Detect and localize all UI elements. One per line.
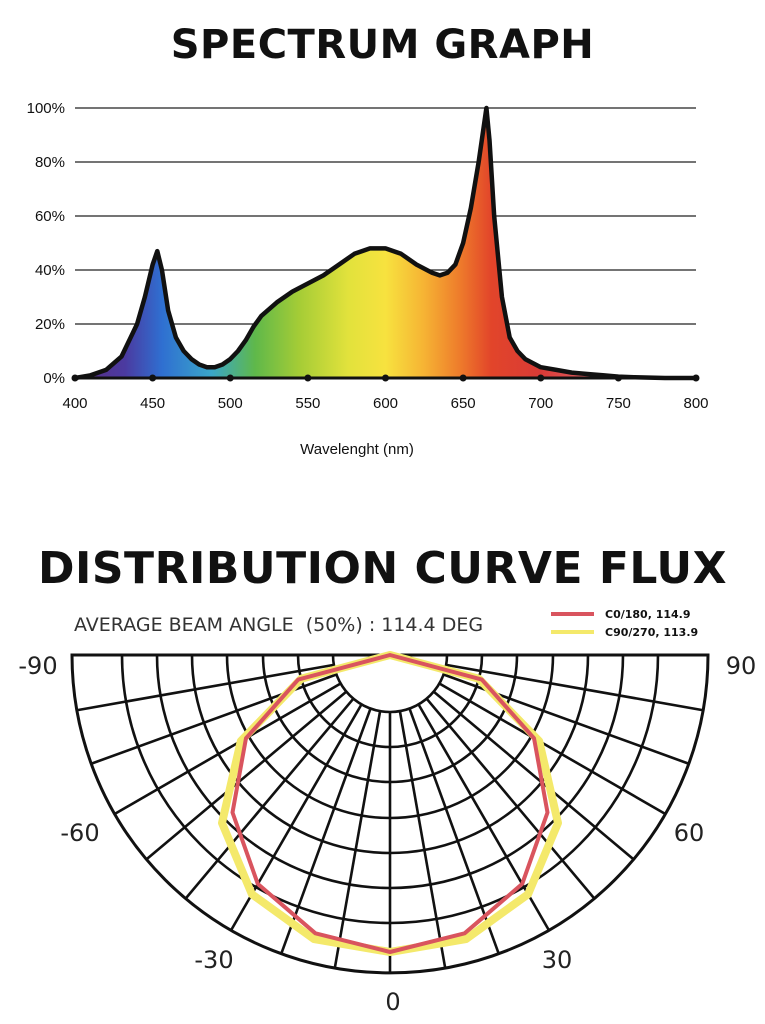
spectrum-y-tick: 60% xyxy=(35,208,65,225)
spectrum-fill xyxy=(75,108,696,378)
spectrum-x-tick: 700 xyxy=(528,395,553,412)
polar-spoke xyxy=(438,682,667,816)
polar-spoke xyxy=(445,663,704,712)
polar-spoke xyxy=(333,710,382,969)
spectrum-x-tick: 550 xyxy=(295,395,320,412)
polar-spoke xyxy=(425,697,596,900)
spectrum-y-tick: 20% xyxy=(35,316,65,333)
spectrum-x-tick-dot xyxy=(459,374,467,382)
spectrum-y-tick: 0% xyxy=(43,370,65,387)
spectrum-area xyxy=(74,105,696,381)
polar-angle-label: -90 xyxy=(18,652,57,680)
spectrum-y-ticks: 0% 20% 40% 60% 80% 100% xyxy=(27,100,65,387)
beam-angle-subtitle: AVERAGE BEAM ANGLE (50%) : 114.4 DEG xyxy=(74,614,483,636)
polar-spoke xyxy=(408,708,500,955)
polar-series-c0-180 xyxy=(230,653,550,954)
spectrum-grid xyxy=(75,107,696,325)
spectrum-x-tick: 400 xyxy=(62,395,87,412)
polar-spoke xyxy=(113,682,342,816)
spectrum-title: SPECTRUM GRAPH xyxy=(170,22,595,68)
spectrum-x-tick-dot xyxy=(226,374,234,382)
polar-ring xyxy=(331,654,449,714)
spectrum-x-tick: 600 xyxy=(373,395,398,412)
legend-label: C90/270, 113.9 xyxy=(605,626,698,639)
distribution-legend: C0/180, 114.9 C90/270, 113.9 xyxy=(551,608,698,639)
polar-angle-label: 0 xyxy=(385,988,400,1016)
distribution-title: DISTRIBUTION CURVE FLUX xyxy=(37,543,728,594)
distribution-chart: AVERAGE BEAM ANGLE (50%) : 114.4 DEG C0/… xyxy=(18,608,756,1016)
polar-angle-label: 90 xyxy=(726,652,757,680)
spectrum-y-tick: 80% xyxy=(35,154,65,171)
spectrum-line xyxy=(74,105,696,381)
spectrum-x-tick-dot xyxy=(71,374,79,382)
polar-angle-label: -60 xyxy=(60,819,99,847)
polar-angle-label: -30 xyxy=(194,946,233,974)
spectrum-y-tick: 100% xyxy=(27,100,65,117)
polar-angle-labels: -90 -60 -30 0 30 60 90 xyxy=(18,652,756,1016)
legend-label: C0/180, 114.9 xyxy=(605,608,691,621)
polar-angle-label: 60 xyxy=(674,819,705,847)
spectrum-y-tick: 40% xyxy=(35,262,65,279)
spectrum-x-ticks: 400 450 500 550 600 650 700 750 800 xyxy=(62,374,709,412)
polar-angle-label: 30 xyxy=(542,946,573,974)
spectrum-x-tick-dot xyxy=(304,374,312,382)
polar-series xyxy=(218,651,562,956)
spectrum-x-tick-dot xyxy=(692,374,700,382)
spectrum-x-tick: 650 xyxy=(451,395,476,412)
spectrum-x-tick-dot xyxy=(149,374,157,382)
spectrum-x-tick: 450 xyxy=(140,395,165,412)
spectrum-chart: 0% 20% 40% 60% 80% 100% 400 450 500 550 600 650 700… xyxy=(27,100,709,458)
spectrum-x-tick-dot xyxy=(537,374,545,382)
spectrum-x-label: Wavelenght (nm) xyxy=(300,441,414,458)
polar-spoke xyxy=(280,708,372,955)
polar-spoke xyxy=(76,663,335,712)
spectrum-x-tick: 500 xyxy=(218,395,243,412)
spectrum-x-tick: 800 xyxy=(683,395,708,412)
spectrum-x-tick: 750 xyxy=(606,395,631,412)
polar-spoke xyxy=(184,697,355,900)
polar-spoke xyxy=(145,690,348,861)
spectrum-x-tick-dot xyxy=(614,374,622,382)
polar-spoke xyxy=(398,710,447,969)
polar-spoke xyxy=(432,690,635,861)
polar-grid xyxy=(70,653,710,975)
spectrum-x-tick-dot xyxy=(382,374,389,382)
